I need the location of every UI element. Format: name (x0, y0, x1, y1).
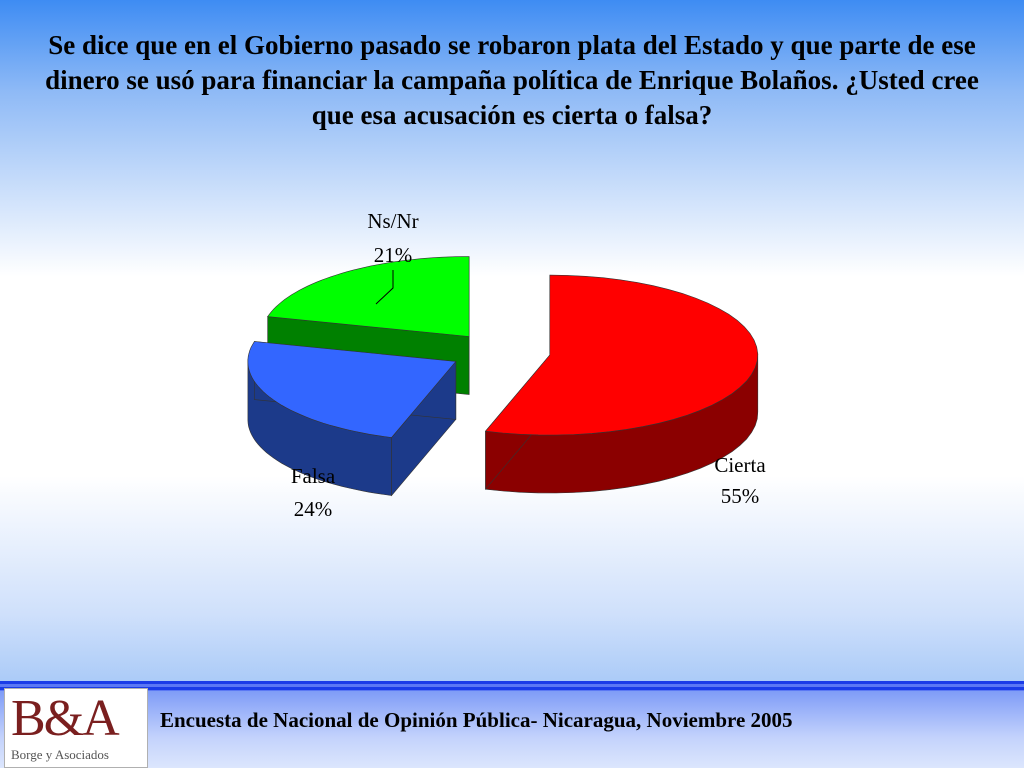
footer-caption: Encuesta de Nacional de Opinión Pública-… (160, 708, 793, 732)
logo-subtext: Borge y Asociados (11, 747, 109, 762)
footer-bar (0, 681, 1024, 768)
slice-top (484, 274, 759, 436)
label-nsnr: Ns/Nr (367, 209, 418, 233)
slice-top (267, 256, 470, 337)
slice-cierta (484, 274, 759, 494)
value-label-cierta: 55% (721, 484, 760, 508)
slice-falsa (247, 341, 457, 497)
chart-title: Se dice que en el Gobierno pasado se rob… (45, 30, 979, 130)
company-logo: B&A Borge y Asociados (4, 688, 148, 768)
value-label-nsnr: 21% (374, 243, 413, 267)
logo-text: B&A (11, 690, 120, 747)
label-falsa: Falsa (291, 464, 336, 488)
leader-line (375, 270, 394, 305)
label-cierta: Cierta (714, 453, 766, 477)
value-label-falsa: 24% (294, 497, 333, 521)
slice-top (247, 341, 457, 438)
